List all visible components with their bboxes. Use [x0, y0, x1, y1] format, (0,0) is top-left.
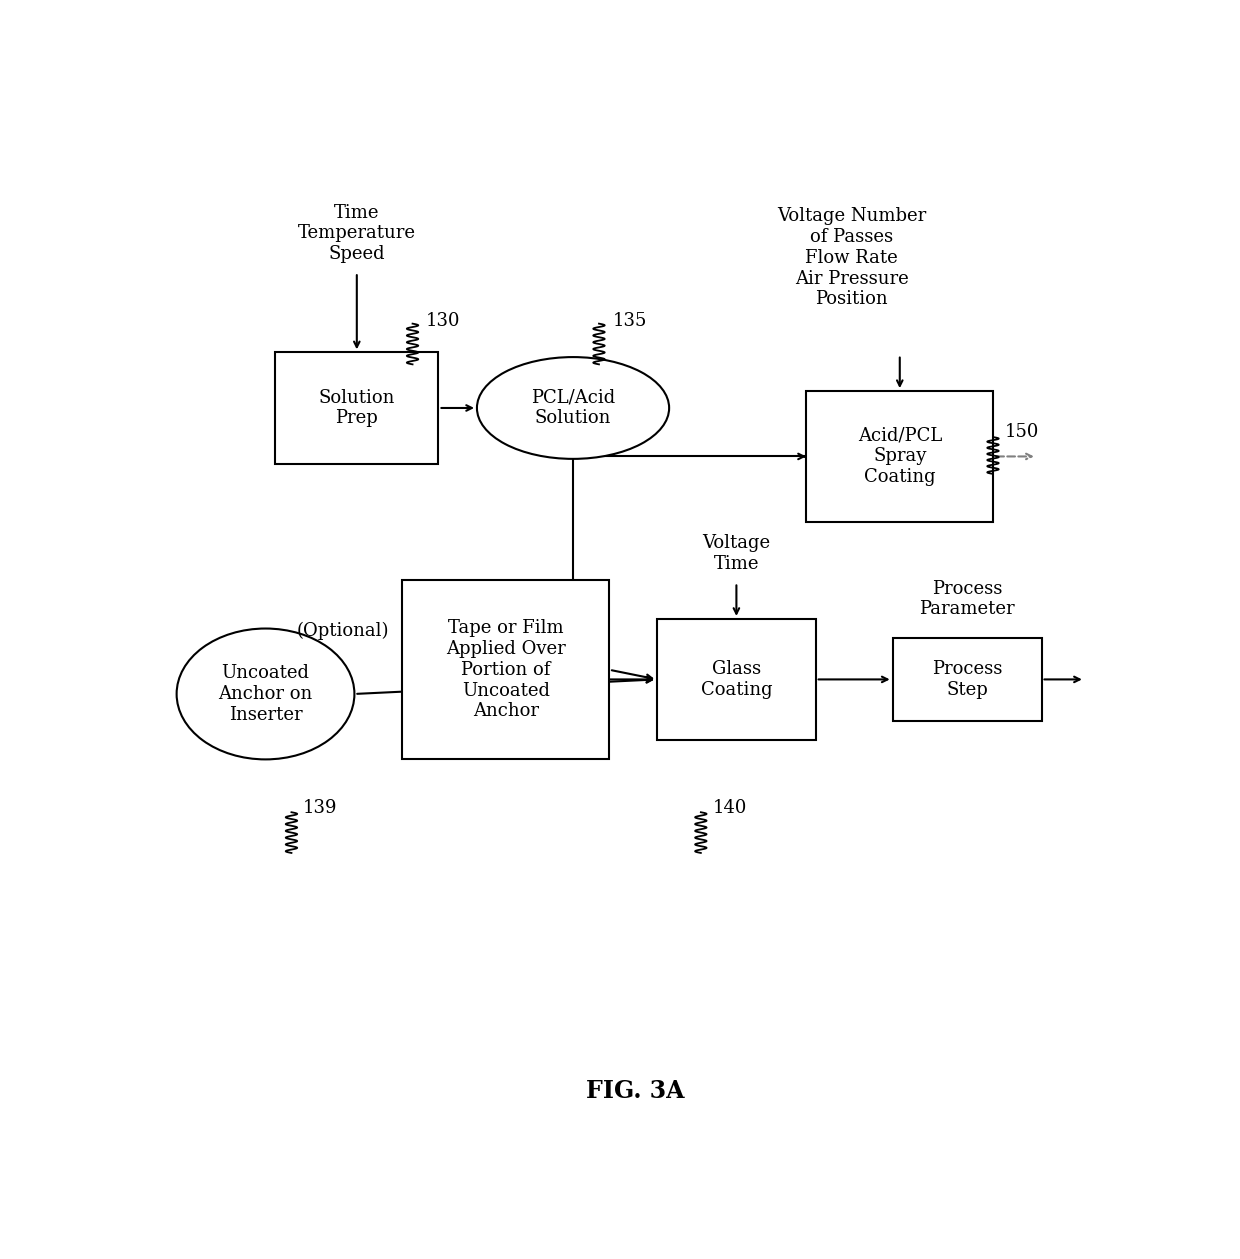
- Text: Acid/PCL
Spray
Coating: Acid/PCL Spray Coating: [858, 427, 942, 486]
- FancyBboxPatch shape: [403, 580, 609, 759]
- Text: Process
Parameter: Process Parameter: [919, 579, 1014, 618]
- Text: Time
Temperature
Speed: Time Temperature Speed: [298, 204, 415, 263]
- Text: 150: 150: [1004, 423, 1039, 441]
- Text: Process
Step: Process Step: [931, 660, 1002, 699]
- Text: 140: 140: [712, 799, 746, 817]
- Text: 135: 135: [613, 312, 647, 330]
- Ellipse shape: [477, 358, 670, 458]
- Ellipse shape: [176, 628, 355, 759]
- FancyBboxPatch shape: [806, 392, 993, 522]
- Text: FIG. 3A: FIG. 3A: [587, 1079, 684, 1103]
- Text: 139: 139: [303, 799, 337, 817]
- FancyBboxPatch shape: [657, 619, 816, 740]
- Text: Glass
Coating: Glass Coating: [701, 660, 773, 699]
- Text: Voltage
Time: Voltage Time: [702, 534, 770, 573]
- Text: PCL/Acid
Solution: PCL/Acid Solution: [531, 389, 615, 427]
- FancyBboxPatch shape: [275, 353, 439, 463]
- Text: Uncoated
Anchor on
Inserter: Uncoated Anchor on Inserter: [218, 665, 312, 724]
- Text: 130: 130: [427, 312, 460, 330]
- Text: (Optional): (Optional): [296, 622, 388, 640]
- Text: Tape or Film
Applied Over
Portion of
Uncoated
Anchor: Tape or Film Applied Over Portion of Unc…: [446, 619, 565, 720]
- Text: Solution
Prep: Solution Prep: [319, 389, 396, 427]
- Text: Voltage Number
of Passes
Flow Rate
Air Pressure
Position: Voltage Number of Passes Flow Rate Air P…: [777, 208, 926, 308]
- FancyBboxPatch shape: [893, 638, 1042, 720]
